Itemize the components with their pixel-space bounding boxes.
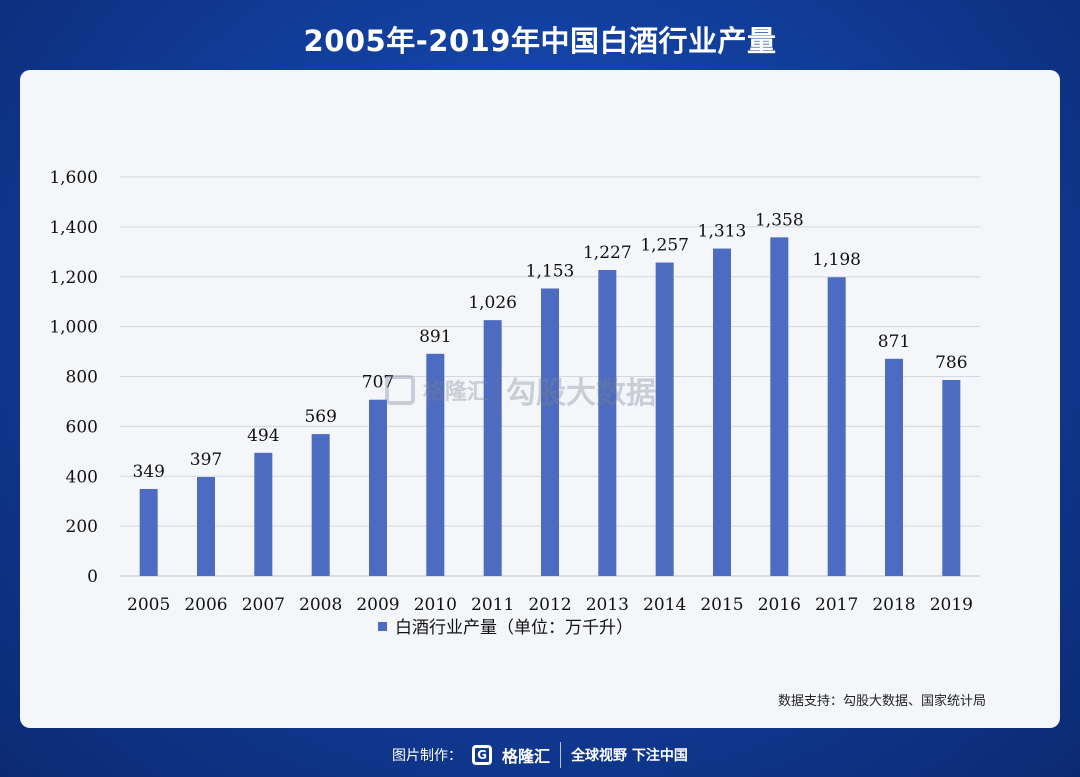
bar xyxy=(139,488,158,576)
bar xyxy=(483,320,502,576)
footer-label: 图片制作： xyxy=(392,748,463,764)
bar xyxy=(827,277,846,576)
data-label: 397 xyxy=(190,450,222,470)
x-tick-label: 2016 xyxy=(758,595,801,615)
data-label: 494 xyxy=(247,426,279,446)
bar xyxy=(426,353,445,576)
data-label: 1,257 xyxy=(640,236,689,256)
data-label: 1,198 xyxy=(812,250,861,270)
footer-divider xyxy=(560,742,562,768)
y-tick-label: 1,600 xyxy=(49,168,98,188)
x-tick-label: 2015 xyxy=(700,595,743,615)
watermark-brand: 格隆汇 xyxy=(423,380,490,405)
y-tick-label: 1,000 xyxy=(49,318,98,338)
footer-brand: 格隆汇 xyxy=(502,747,551,766)
bar xyxy=(942,379,961,576)
data-label: 1,313 xyxy=(698,222,747,242)
data-label: 1,153 xyxy=(526,261,575,281)
data-label: 1,227 xyxy=(583,243,632,263)
x-tick-label: 2014 xyxy=(643,595,686,615)
x-tick-label: 2005 xyxy=(127,595,170,615)
x-tick-label: 2019 xyxy=(930,595,973,615)
x-tick-label: 2018 xyxy=(872,595,915,615)
x-tick-label: 2009 xyxy=(356,595,399,615)
data-label: 569 xyxy=(304,407,336,427)
data-label: 1,026 xyxy=(468,293,517,313)
bar xyxy=(541,288,559,576)
data-label: 786 xyxy=(935,353,967,373)
bar xyxy=(770,237,789,576)
bar xyxy=(311,434,330,576)
data-label: 349 xyxy=(132,462,164,482)
page-title: 2005年-2019年中国白酒行业产量 xyxy=(303,24,777,58)
bar xyxy=(713,248,731,576)
watermark-divider xyxy=(497,370,499,410)
bar xyxy=(197,476,215,576)
bar xyxy=(655,262,674,576)
watermark-text: 勾股大数据 xyxy=(506,376,657,411)
bar xyxy=(369,399,387,576)
x-tick-label: 2007 xyxy=(242,595,285,615)
data-source: 数据支持：勾股大数据、国家统计局 xyxy=(777,694,986,709)
data-label: 1,358 xyxy=(755,210,804,230)
bar xyxy=(254,452,273,576)
y-tick-label: 800 xyxy=(66,368,98,388)
footer: 图片制作： G 格隆汇 全球视野 下注中国 xyxy=(0,740,1080,770)
watermark-logo-icon xyxy=(385,375,415,405)
x-tick-label: 2006 xyxy=(184,595,227,615)
x-tick-label: 2017 xyxy=(815,595,858,615)
y-tick-label: 400 xyxy=(66,467,98,487)
legend-label: 白酒行业产量（单位：万千升） xyxy=(395,618,633,638)
bar xyxy=(598,270,617,576)
bar xyxy=(885,358,903,576)
x-tick-label: 2012 xyxy=(528,595,571,615)
y-tick-label: 200 xyxy=(66,517,98,537)
watermark: 格隆汇 勾股大数据 xyxy=(385,368,656,412)
y-tick-label: 600 xyxy=(66,417,98,437)
x-tick-label: 2010 xyxy=(414,595,457,615)
data-label: 871 xyxy=(878,332,910,352)
brand-logo-icon: G xyxy=(472,745,493,765)
x-tick-label: 2011 xyxy=(471,595,514,615)
y-tick-label: 1,400 xyxy=(49,218,98,238)
x-tick-label: 2013 xyxy=(586,595,629,615)
footer-slogan: 全球视野 下注中国 xyxy=(571,748,688,764)
legend-swatch xyxy=(378,622,387,631)
x-tick-label: 2008 xyxy=(299,595,342,615)
y-tick-label: 1,200 xyxy=(49,268,98,288)
y-tick-label: 0 xyxy=(87,567,98,587)
data-label: 891 xyxy=(419,327,451,347)
